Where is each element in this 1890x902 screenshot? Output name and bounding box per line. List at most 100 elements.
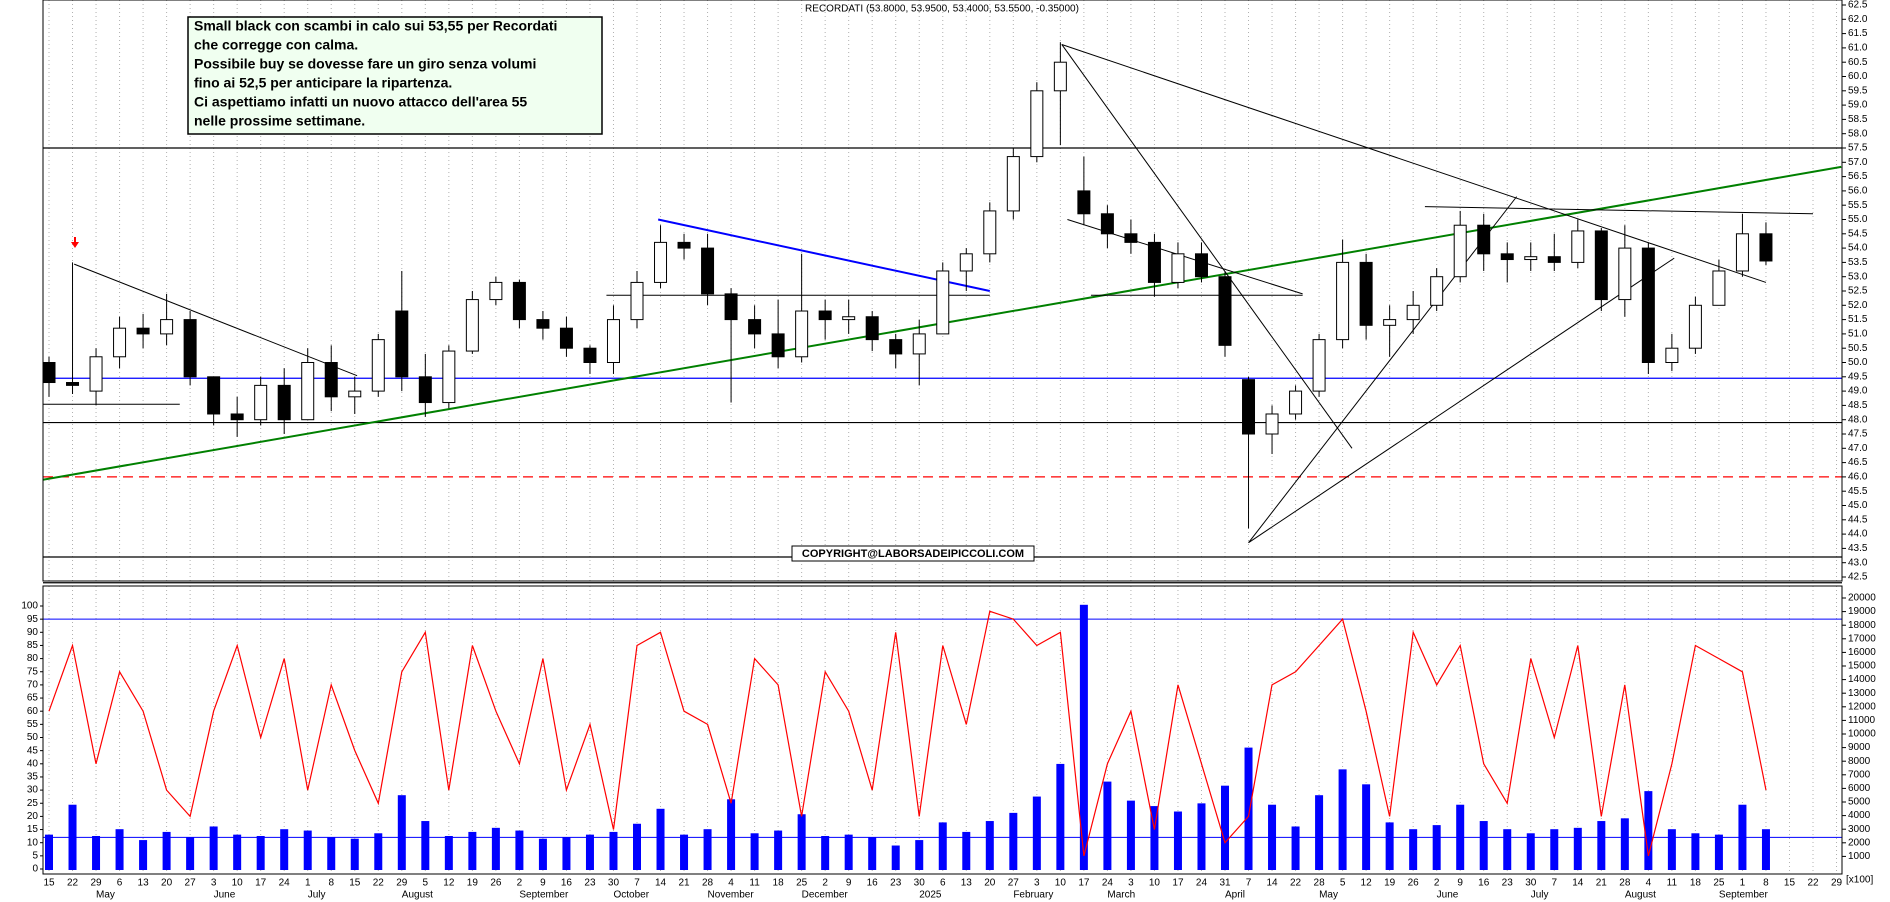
volume-bar [1738,804,1747,870]
candle-body [1030,90,1044,158]
volume-bar [1197,803,1206,870]
x-month-label: March [1107,890,1135,901]
x-tick-label: 22 [1290,878,1302,889]
y-tick-label: 53.5 [1848,257,1868,268]
x-tick-label: 8 [1763,878,1769,889]
x-tick-label: 23 [584,878,596,889]
volume-bar [1526,833,1535,870]
candle-body [1547,256,1561,263]
candle-body [1124,233,1138,243]
x-tick-label: 3 [211,878,217,889]
candle-body [865,316,879,341]
annotation-line: fino ai 52,5 per anticipare la ripartenz… [194,75,452,91]
x-tick-label: 25 [796,878,808,889]
volume-tick-label: 5000 [1848,797,1871,808]
x-month-label: May [96,890,115,901]
volume-bar [374,833,383,870]
x-tick-label: 4 [728,878,734,889]
candle-body [889,339,903,355]
y-tick-label: 62.5 [1848,0,1868,11]
x-tick-label: 4 [1646,878,1652,889]
x-month-label: July [1531,890,1549,901]
candle-body [1077,190,1091,215]
candle-body [1759,233,1773,262]
candle-body [959,253,973,272]
y-tick-label: 59.5 [1848,85,1868,96]
x-tick-label: 29 [90,878,102,889]
x-month-label: June [1437,890,1459,901]
volume-bar [585,834,594,870]
x-tick-label: 12 [443,878,455,889]
candle-body [677,241,691,249]
y-tick-label: 42.5 [1848,572,1868,583]
volume-bar [915,840,924,870]
candle-body [1430,276,1444,306]
volume-bar [1573,827,1582,870]
y-tick-label: 53.0 [1848,271,1868,282]
x-tick-label: 29 [1831,878,1843,889]
y-tick-label: 61.0 [1848,43,1868,54]
x-month-label: May [1319,890,1338,901]
x-tick-label: 7 [1551,878,1557,889]
candle-body [1194,253,1208,278]
x-tick-label: 3 [1034,878,1040,889]
candle-body [1218,276,1232,346]
copyright-box [791,545,1035,562]
candle-body [1289,390,1303,415]
candle-body [183,319,197,378]
y-tick-label: 47.0 [1848,443,1868,454]
y-tick-label: 45.0 [1848,500,1868,511]
volume-bar [280,829,289,870]
x-tick-label: 9 [846,878,852,889]
volume-bar [985,821,994,870]
osc-tick-label: 40 [27,758,39,769]
x-tick-label: 16 [1478,878,1490,889]
x-tick-label: 17 [1078,878,1090,889]
volume-bar [233,834,242,870]
x-tick-label: 6 [117,878,123,889]
candle-body [630,281,644,321]
x-tick-label: 24 [1196,878,1208,889]
signal-arrow [71,237,79,248]
candle-body [1500,253,1514,261]
volume-tick-label: 1000 [1848,851,1871,862]
trendline [1248,196,1518,543]
grid [48,0,1838,874]
candle-body [983,210,997,255]
osc-tick-label: 25 [27,798,39,809]
y-tick-label: 62.0 [1848,14,1868,25]
x-tick-label: 20 [984,878,996,889]
y-tick-label: 49.5 [1848,371,1868,382]
volume-tick-label: 14000 [1848,674,1876,685]
y-tick-label: 43.5 [1848,543,1868,554]
volume-bar [1103,781,1112,870]
osc-tick-label: 10 [27,837,39,848]
volume-bar [1315,795,1324,870]
candle-body [1618,247,1632,301]
x-tick-label: 19 [1384,878,1396,889]
volume-tick-label: 11000 [1848,715,1876,726]
candle-body [771,333,785,358]
y-tick-label: 59.0 [1848,100,1868,111]
y-tick-label: 54.0 [1848,243,1868,254]
volume-bar [891,845,900,870]
osc-tick-label: 85 [27,640,39,651]
x-month-label: April [1225,890,1245,901]
candle-body [583,347,597,364]
volume-tick-label: 20000 [1848,593,1876,604]
oscillator-line [48,610,1767,857]
y-tick-label: 58.0 [1848,128,1868,139]
annotation-line: Small black con scambi in calo sui 53,55… [194,18,557,34]
x-tick-label: 20 [161,878,173,889]
candle-body [1265,413,1279,435]
y-tick-label: 50.5 [1848,343,1868,354]
candle-body [748,319,762,335]
x-tick-label: 10 [1149,878,1161,889]
x-tick-label: 1 [305,878,311,889]
volume-tick-label: 2000 [1848,837,1871,848]
volume-bar [397,795,406,870]
volume-bar [1173,811,1182,870]
x-month-label: August [1625,890,1656,901]
copyright: COPYRIGHT@LABORSADEIPICCOLI.COM [802,548,1024,560]
x-tick-label: 13 [138,878,150,889]
